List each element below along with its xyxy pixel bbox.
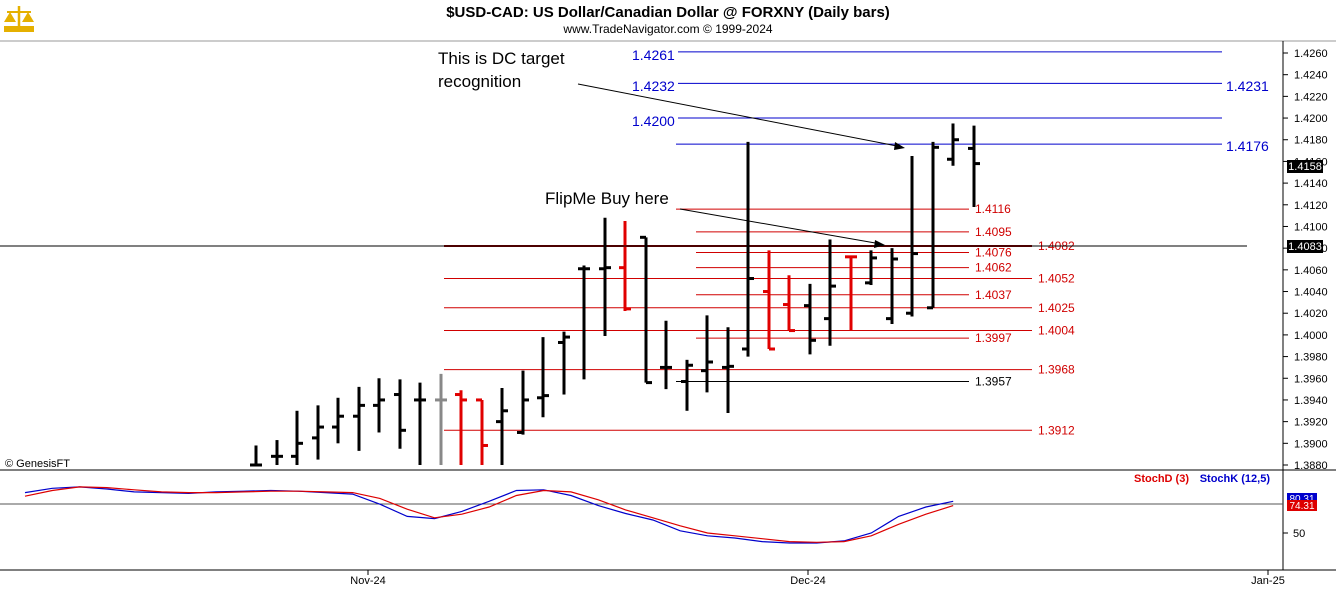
y-tick-label: 1.4040 xyxy=(1294,287,1328,299)
current-price-box xyxy=(1287,160,1323,173)
chart-subtitle: www.TradeNavigator.com © 1999-2024 xyxy=(562,22,772,36)
y-tick-label: 1.4100 xyxy=(1294,221,1328,233)
stoch-tick-50: 50 xyxy=(1293,528,1305,540)
annotation-flipme: FlipMe Buy here xyxy=(545,189,669,208)
level-label-1.4037: 1.4037 xyxy=(975,288,1012,302)
y-tick-label: 1.3900 xyxy=(1294,438,1328,450)
level-label-1.4095: 1.4095 xyxy=(975,225,1012,239)
chart-title: $USD-CAD: US Dollar/Canadian Dollar @ FO… xyxy=(446,4,890,21)
stoch-k-legend: StochK (12,5) xyxy=(1200,473,1271,485)
level-label-1.4052: 1.4052 xyxy=(1038,272,1075,286)
stoch-line-k xyxy=(24,486,954,544)
current-price-label: 1.4158 xyxy=(1288,161,1322,173)
stoch-line-d xyxy=(24,486,954,543)
y-tick-label: 1.4260 xyxy=(1294,48,1328,60)
level-label-1.3997: 1.3997 xyxy=(975,331,1012,345)
x-tick-jan: Jan-25 xyxy=(1251,575,1285,587)
horizontal-price-box xyxy=(1287,240,1323,253)
level-right-label-1.4176: 1.4176 xyxy=(1226,138,1269,154)
y-tick-label: 1.4020 xyxy=(1294,308,1328,320)
level-right-label-1.4232: 1.4231 xyxy=(1226,78,1269,94)
level-label-1.4200: 1.4200 xyxy=(632,113,675,129)
y-tick-label: 1.4120 xyxy=(1294,200,1328,212)
annotation-dc-target-line1: This is DC target xyxy=(438,49,565,68)
x-tick-nov: Nov-24 xyxy=(350,575,385,587)
annotation-dc-arrow-line xyxy=(577,83,903,148)
annotations-layer: This is DC target recognition FlipMe Buy h… xyxy=(438,49,905,248)
price-axis: 1.42601.42401.42201.42001.41801.41601.41… xyxy=(1283,48,1328,472)
y-tick-label: 1.4060 xyxy=(1294,265,1328,277)
y-tick-label: 1.3880 xyxy=(1294,460,1328,472)
level-label-1.4076: 1.4076 xyxy=(975,245,1012,259)
annotation-dc-arrowhead xyxy=(894,142,905,150)
stoch-d-value-box xyxy=(1287,500,1317,511)
y-tick-label: 1.4000 xyxy=(1294,330,1328,342)
level-label-1.3912: 1.3912 xyxy=(1038,423,1075,437)
y-tick-label: 1.4240 xyxy=(1294,70,1328,82)
annotation-flipme-arrow-line xyxy=(679,208,882,245)
y-tick-label: 1.4200 xyxy=(1294,113,1328,125)
level-label-1.4232: 1.4232 xyxy=(632,78,675,94)
y-tick-label: 1.3980 xyxy=(1294,352,1328,364)
y-tick-label: 1.3920 xyxy=(1294,417,1328,429)
level-label-1.4261: 1.4261 xyxy=(632,47,675,63)
level-label-1.4062: 1.4062 xyxy=(975,261,1012,275)
level-label-1.3968: 1.3968 xyxy=(1038,363,1075,377)
y-tick-label: 1.4220 xyxy=(1294,91,1328,103)
stoch-d-legend: StochD (3) xyxy=(1134,473,1189,485)
horizontal-price-label: 1.4083 xyxy=(1288,241,1322,253)
stochastic-panel xyxy=(24,486,954,544)
stoch-d-value: 74.31 xyxy=(1289,501,1314,512)
genesis-watermark: © GenesisFT xyxy=(5,458,70,470)
y-tick-label: 1.4180 xyxy=(1294,135,1328,147)
level-label-1.4004: 1.4004 xyxy=(1038,324,1075,338)
scales-icon xyxy=(4,6,34,32)
y-tick-label: 1.4140 xyxy=(1294,178,1328,190)
stoch-k-value: 80.31 xyxy=(1289,494,1314,505)
y-tick-label: 1.3940 xyxy=(1294,395,1328,407)
level-label-1.3957: 1.3957 xyxy=(975,375,1012,389)
level-label-1.4025: 1.4025 xyxy=(1038,301,1075,315)
x-tick-dec: Dec-24 xyxy=(790,575,825,587)
level-label-1.4116: 1.4116 xyxy=(975,202,1011,216)
stoch-k-value-box xyxy=(1287,493,1317,504)
annotation-dc-target-line2: recognition xyxy=(438,72,521,91)
y-tick-label: 1.3960 xyxy=(1294,373,1328,385)
bars-layer xyxy=(250,123,980,467)
